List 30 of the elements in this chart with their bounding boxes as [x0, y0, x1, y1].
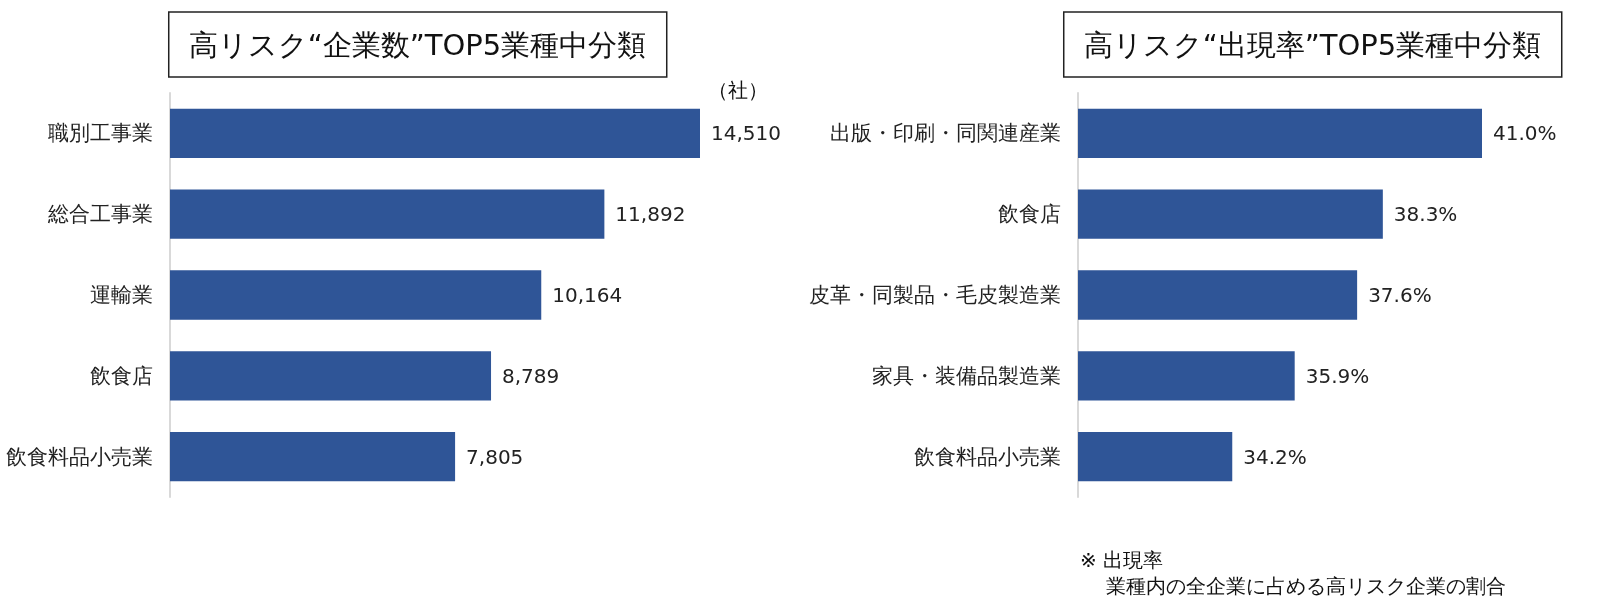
text: 業種内の全企業に占める高リスク企業の割合: [1106, 573, 1506, 598]
data-label: 8,789: [502, 363, 560, 388]
bar: [170, 351, 492, 401]
y-tick-label: 運輸業: [90, 283, 153, 307]
y-tick-label: 飲食料品小売業: [914, 444, 1061, 469]
bar: [170, 270, 542, 320]
bar: [170, 108, 700, 159]
data-label: 34.2%: [1243, 444, 1307, 469]
y-tick-label: 飲食店: [998, 202, 1061, 227]
y-tick-label: 出版・印刷・同関連産業: [830, 121, 1061, 146]
data-label: 11,892: [615, 202, 686, 227]
bar: [170, 431, 456, 482]
data-label: 14,510: [711, 121, 781, 146]
chart-title: 高リスク“企業数”TOP5業種中分類: [188, 27, 647, 62]
data-label: 10,164: [552, 283, 623, 307]
y-tick-label: 皮革・同製品・毛皮製造業: [809, 283, 1061, 307]
y-tick-label: 飲食店: [90, 363, 153, 388]
data-label: 37.6%: [1368, 283, 1432, 307]
data-label: 35.9%: [1305, 363, 1370, 388]
bar: [170, 189, 605, 239]
y-tick-label: 総合工事業: [47, 202, 153, 227]
data-label: 38.3%: [1393, 202, 1458, 227]
data-label: 7,805: [466, 444, 524, 469]
y-tick-label: 家具・装備品製造業: [872, 363, 1061, 388]
y-tick-label: 職別工事業: [48, 121, 153, 146]
y-tick-label: 飲食料品小売業: [6, 444, 153, 469]
data-label: 41.0%: [1493, 121, 1557, 146]
text: （社）: [708, 78, 768, 102]
chart-title: 高リスク“出現率”TOP5業種中分類: [1083, 27, 1542, 62]
text: ※ 出現率: [1080, 548, 1164, 572]
